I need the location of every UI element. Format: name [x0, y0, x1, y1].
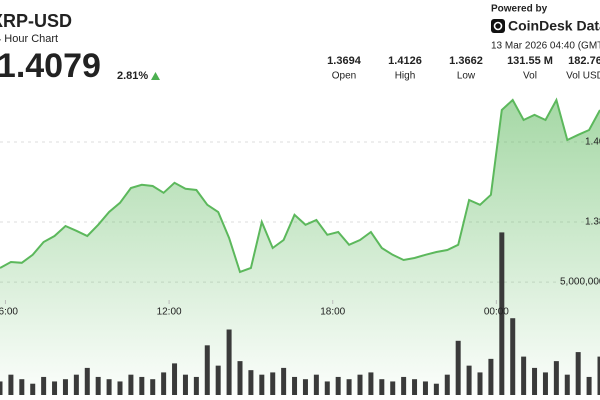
volume-bar — [455, 340, 461, 395]
volume-bar — [161, 372, 167, 395]
volume-bar — [62, 379, 68, 395]
volume-bar — [139, 376, 145, 395]
brand: CoinDesk Data — [508, 18, 600, 34]
volume-bar — [193, 376, 199, 395]
volume-bar — [19, 379, 25, 395]
volume-bar — [575, 352, 581, 395]
stat-label: Vol — [523, 71, 537, 82]
volume-bar — [259, 374, 265, 395]
volume-bar — [172, 363, 178, 395]
volume-bar — [204, 345, 210, 395]
volume-bar — [532, 367, 538, 395]
volume-bar — [422, 381, 428, 395]
stat-value: 1.3662 — [449, 55, 483, 67]
brand-logo — [491, 19, 505, 33]
powered-by: Powered by — [491, 4, 548, 15]
timestamp: 13 Mar 2026 04:40 (GMT — [491, 41, 600, 52]
x-tick-label: 06:00 — [0, 307, 18, 318]
volume-bar — [237, 361, 243, 395]
volume-bar — [84, 367, 90, 395]
volume-bar — [542, 372, 548, 395]
volume-bar — [73, 374, 79, 395]
y-tick-label: 1.40 — [585, 137, 600, 148]
volume-bar — [433, 383, 439, 395]
stat-value: 131.55 M — [507, 55, 553, 67]
volume-bar — [499, 232, 505, 395]
price-area — [0, 100, 600, 395]
price: $1.4079 — [0, 47, 101, 85]
volume-bar — [401, 376, 407, 395]
volume-bar — [41, 376, 47, 395]
volume-bar — [477, 372, 483, 395]
volume-bar — [270, 372, 276, 395]
volume-bar — [521, 356, 527, 395]
volume-bar — [52, 381, 58, 395]
volume-bar — [390, 381, 396, 395]
stat-label: High — [395, 71, 416, 82]
volume-bar — [128, 374, 134, 395]
stat-label: Vol USD — [566, 71, 600, 82]
volume-bar — [281, 367, 287, 395]
volume-bar — [357, 374, 363, 395]
price-line — [0, 97, 600, 274]
volume-bar — [444, 374, 450, 395]
volume-bar — [182, 374, 188, 395]
stat-value: 1.3694 — [327, 55, 362, 67]
volume-bar — [586, 376, 592, 395]
y-tick-label: 1.38 — [585, 217, 600, 228]
volume-bar — [368, 372, 374, 395]
volume-bar — [346, 379, 352, 395]
volume-bar — [379, 379, 385, 395]
volume-bar — [8, 374, 14, 395]
volume-bar — [150, 379, 156, 395]
volume-bar — [95, 376, 101, 395]
volume-bar — [313, 374, 319, 395]
volume-bar — [597, 356, 600, 395]
volume-bar — [117, 381, 123, 395]
volume-bar — [106, 379, 112, 395]
volume-bar — [302, 379, 308, 395]
volume-bar — [335, 376, 341, 395]
symbol: XRP-USD — [0, 11, 72, 31]
volume-bar — [324, 381, 330, 395]
volume-bar — [564, 374, 570, 395]
stat-label: Low — [457, 71, 476, 82]
volume-bar — [248, 370, 254, 395]
x-tick-label: 12:00 — [157, 307, 182, 318]
volume-bar — [412, 379, 418, 395]
volume-bar — [226, 329, 232, 395]
volume-bar — [466, 365, 472, 395]
up-arrow — [151, 72, 160, 80]
volume-bar — [30, 383, 36, 395]
change: 2.81% — [117, 70, 148, 82]
stats: 1.3694 Open 1.4126 High 1.3662 Low 131.55 M Vol… — [327, 55, 600, 82]
volume-bar — [292, 376, 298, 395]
volume-bar — [215, 365, 221, 395]
subtitle: 24 Hour Chart — [0, 33, 58, 45]
volume-bar — [510, 318, 516, 395]
stat-value: 182.76 — [568, 55, 600, 67]
volume-bar — [0, 381, 3, 395]
x-tick-label: 18:00 — [320, 307, 345, 318]
volume-bar — [553, 361, 559, 395]
volume-bar — [488, 358, 494, 395]
y2-tick-label: 5,000,000 — [560, 277, 600, 288]
stat-label: Open — [332, 71, 356, 82]
stat-value: 1.4126 — [388, 55, 422, 67]
x-tick-label: 00:00 — [484, 307, 509, 318]
